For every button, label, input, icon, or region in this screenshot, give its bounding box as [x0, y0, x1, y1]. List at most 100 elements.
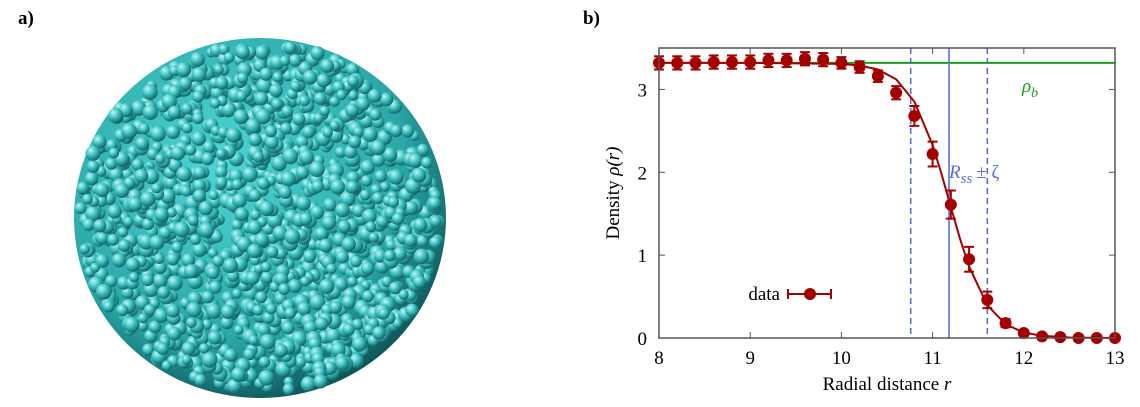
bead: [220, 316, 234, 330]
bead: [123, 216, 134, 227]
bead: [171, 241, 183, 254]
bead: [193, 166, 206, 180]
bead: [336, 89, 347, 101]
bead: [250, 209, 261, 221]
x-axis-label: Radial distance r: [823, 374, 952, 395]
bead: [341, 237, 356, 252]
bead: [142, 343, 155, 356]
bead: [74, 202, 87, 215]
bead: [271, 155, 287, 172]
bead: [148, 320, 162, 334]
bead: [247, 220, 262, 235]
bead: [93, 219, 107, 233]
bead: [351, 318, 364, 331]
bead: [155, 153, 166, 165]
data-point: [725, 56, 738, 69]
bead: [300, 376, 316, 392]
bead: [265, 135, 279, 150]
bead: [278, 185, 292, 199]
bead: [131, 100, 147, 116]
bead: [284, 41, 297, 54]
y-tick-label: 1: [638, 246, 648, 267]
bead: [167, 326, 182, 341]
bead: [117, 227, 129, 238]
bead: [166, 303, 180, 318]
bead: [184, 264, 199, 279]
bead: [265, 125, 278, 138]
bead: [128, 197, 143, 212]
bead: [215, 76, 229, 90]
bead: [416, 143, 429, 157]
bead: [388, 169, 404, 185]
bead: [135, 136, 150, 151]
bead: [302, 125, 315, 139]
bead: [382, 147, 398, 162]
bead: [134, 168, 149, 183]
bead: [138, 123, 150, 135]
plot-frame: [658, 47, 1116, 339]
bead: [413, 248, 430, 265]
bead: [363, 324, 375, 336]
data-point: [671, 56, 684, 69]
bead: [181, 253, 196, 267]
bead: [260, 261, 272, 273]
bead: [255, 108, 271, 125]
bead: [290, 81, 301, 92]
data-point: [926, 148, 939, 161]
bead: [245, 118, 261, 134]
bead: [314, 316, 329, 331]
bead: [212, 255, 224, 267]
bead: [326, 263, 337, 274]
bead: [260, 271, 274, 284]
bead: [368, 232, 380, 243]
bead: [309, 161, 325, 178]
bead: [256, 77, 272, 94]
bead: [427, 196, 442, 211]
bead: [351, 336, 367, 352]
bead: [181, 354, 192, 365]
rss-annotation: Rss ± ζ: [948, 162, 999, 187]
bead: [416, 235, 429, 247]
bead: [233, 325, 244, 335]
bead: [213, 64, 224, 75]
bead: [178, 77, 192, 91]
bead: [121, 123, 137, 139]
bead: [254, 91, 269, 106]
bead: [180, 186, 192, 197]
y-tick-label: 2: [638, 163, 648, 184]
bead: [192, 90, 205, 103]
data-point: [1036, 330, 1049, 343]
bead: [84, 171, 99, 186]
x-tick-label: 11: [923, 348, 941, 369]
bead: [166, 125, 181, 139]
bead: [365, 221, 377, 233]
bead: [191, 67, 207, 82]
data-point: [762, 54, 775, 67]
bead: [161, 360, 172, 371]
bead: [381, 276, 393, 288]
bead: [85, 145, 101, 161]
bead: [96, 232, 109, 245]
bead: [187, 215, 199, 226]
bead: [167, 157, 183, 173]
x-tick-label: 12: [1014, 348, 1033, 369]
bead: [429, 215, 442, 228]
bead: [294, 356, 307, 368]
bead: [142, 84, 158, 100]
data-point: [689, 56, 702, 69]
bead: [346, 180, 359, 194]
bead: [281, 105, 294, 118]
bead: [216, 148, 227, 159]
bead: [346, 62, 360, 76]
bead: [181, 103, 193, 115]
bead: [257, 177, 270, 190]
data-point: [780, 54, 793, 67]
bead: [107, 108, 124, 124]
bead: [252, 304, 264, 316]
bead: [118, 239, 131, 252]
bead: [295, 135, 309, 149]
bead: [371, 153, 386, 167]
bead: [156, 342, 169, 355]
bead: [125, 257, 140, 272]
bead: [167, 105, 182, 120]
